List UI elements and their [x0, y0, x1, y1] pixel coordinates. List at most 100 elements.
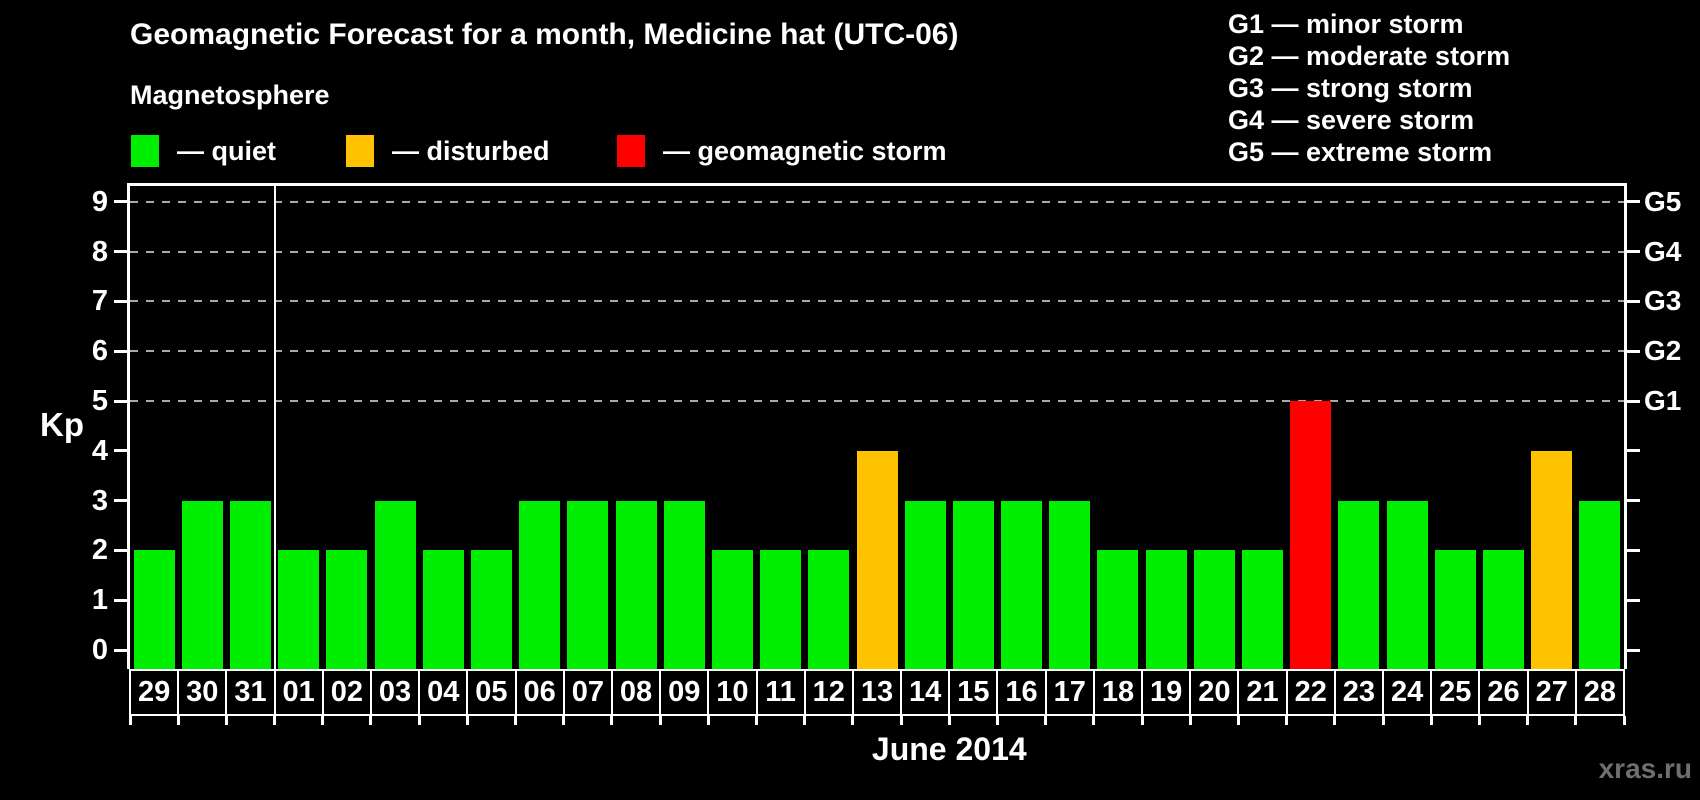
x-axis-tick-18 [995, 716, 999, 725]
date-label-17: 17 [1053, 676, 1086, 708]
x-axis-tick-16 [899, 716, 903, 725]
date-label-16: 16 [1005, 676, 1038, 708]
bar-day-26 [1483, 550, 1525, 669]
date-cell-22: 22 [1285, 669, 1336, 716]
bar-day-23 [1338, 500, 1380, 669]
bar-day-18 [1097, 550, 1139, 669]
bar-day-16 [1001, 500, 1043, 669]
chart-subtitle: Magnetosphere [130, 80, 330, 110]
date-cell-10: 10 [707, 669, 758, 716]
bar-day-29 [133, 550, 175, 669]
date-cell-23: 23 [1333, 669, 1385, 716]
y-axis-tick-6 [114, 349, 127, 353]
date-cell-17: 17 [1044, 669, 1095, 716]
x-axis-tick-20 [1092, 716, 1096, 725]
x-axis-tick-30 [1574, 716, 1578, 725]
date-label-12: 12 [812, 676, 845, 708]
x-axis-tick-31 [1622, 716, 1626, 725]
date-cell-31: 31 [225, 669, 276, 716]
x-axis-tick-11 [658, 716, 662, 725]
g-legend-item-5: G5 — extreme storm [1228, 137, 1493, 167]
legend-swatch-disturbed [346, 135, 374, 167]
date-cell-09: 09 [659, 669, 710, 716]
bar-day-11 [760, 550, 802, 669]
bar-day-27 [1531, 450, 1573, 669]
bar-day-30 [181, 500, 223, 669]
right-axis-tick-8 [1627, 250, 1640, 254]
date-label-11: 11 [765, 676, 796, 708]
x-axis-tick-3 [273, 716, 277, 725]
legend-item-quiet: — quiet [131, 134, 276, 168]
date-label-06: 06 [523, 676, 556, 708]
magnetosphere-legend: — quiet — disturbed — geomagnetic storm [0, 134, 1700, 168]
date-cell-11: 11 [755, 669, 806, 716]
date-cell-20: 20 [1189, 669, 1240, 716]
date-label-30: 30 [186, 676, 219, 708]
right-axis-tick-6 [1627, 349, 1640, 353]
date-cell-05: 05 [466, 669, 517, 716]
g-axis-label-G2: G2 [1644, 335, 1682, 367]
bar-day-06 [519, 500, 561, 669]
y-axis-tick-label-7: 7 [91, 285, 108, 318]
x-axis-tick-4 [321, 716, 325, 725]
bar-day-02 [326, 550, 368, 669]
date-label-07: 07 [571, 676, 604, 708]
g-legend-item-4: G4 — severe storm [1228, 105, 1475, 135]
date-label-25: 25 [1439, 676, 1472, 708]
y-axis-tick-label-3: 3 [91, 484, 108, 517]
g-scale-legend: G1 — minor storm G2 — moderate storm G3 — … [1228, 8, 1510, 168]
g-legend-item-2: G2 — moderate storm [1228, 41, 1511, 71]
date-label-05: 05 [475, 676, 508, 708]
x-axis-tick-7 [465, 716, 469, 725]
date-label-26: 26 [1487, 676, 1520, 708]
plot-frame-top [127, 183, 1627, 186]
date-label-14: 14 [909, 676, 942, 708]
right-axis-tick-3 [1627, 499, 1640, 503]
bar-day-21 [1242, 550, 1284, 669]
bar-day-03 [374, 500, 416, 669]
right-axis-tick-1 [1627, 598, 1640, 602]
date-label-13: 13 [860, 676, 894, 708]
date-cell-24: 24 [1382, 669, 1433, 716]
date-label-23: 23 [1342, 676, 1376, 708]
g-legend-item-3: G3 — strong storm [1228, 73, 1473, 103]
right-axis-tick-5 [1627, 399, 1640, 403]
date-cell-04: 04 [418, 669, 469, 716]
x-axis-tick-13 [755, 716, 759, 725]
gridline-kp8 [130, 250, 1624, 253]
x-axis-tick-12 [706, 716, 710, 725]
y-axis-tick-8 [114, 250, 127, 254]
g-axis-label-G3: G3 [1644, 285, 1682, 317]
legend-label-storm: — geomagnetic storm [663, 136, 947, 166]
x-axis-tick-26 [1381, 716, 1385, 725]
bar-day-09 [663, 500, 705, 669]
date-cell-03: 03 [369, 669, 421, 716]
y-axis-tick-label-4: 4 [91, 434, 108, 467]
y-axis-tick-1 [114, 598, 127, 602]
bar-day-10 [711, 550, 753, 669]
x-axis-tick-25 [1333, 716, 1337, 725]
bar-day-04 [422, 550, 464, 669]
y-axis-tick-label-6: 6 [91, 335, 108, 368]
y-axis-tick-0 [114, 648, 127, 652]
bar-day-31 [229, 500, 271, 669]
y-axis-tick-label-9: 9 [91, 185, 108, 218]
x-axis-tick-0 [128, 716, 132, 725]
y-axis-tick-label-1: 1 [91, 584, 108, 617]
bar-day-07 [567, 500, 609, 669]
x-axis-tick-1 [176, 716, 180, 725]
x-axis-tick-27 [1429, 716, 1433, 725]
date-cell-15: 15 [948, 669, 999, 716]
bar-day-13 [856, 450, 898, 669]
date-cell-06: 06 [514, 669, 565, 716]
bar-day-19 [1145, 550, 1187, 669]
x-axis-tick-22 [1188, 716, 1192, 725]
plot-frame-left [127, 183, 130, 669]
page-title: Geomagnetic Forecast for a month, Medici… [130, 18, 959, 51]
date-cell-19: 19 [1141, 669, 1192, 716]
bar-day-22 [1290, 401, 1332, 669]
x-axis-tick-17 [947, 716, 951, 725]
legend-swatch-quiet [131, 135, 159, 167]
date-label-24: 24 [1390, 676, 1424, 708]
bar-day-14 [904, 500, 946, 669]
